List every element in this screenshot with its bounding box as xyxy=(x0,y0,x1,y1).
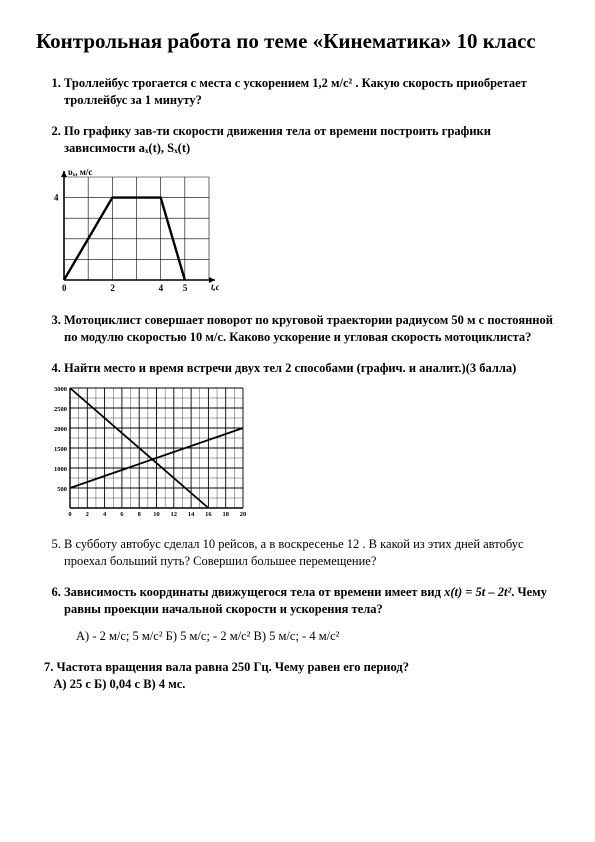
svg-text:500: 500 xyxy=(57,486,67,493)
q7-options: А) 25 с Б) 0,04 с В) 4 мс. xyxy=(44,676,559,693)
svg-text:1000: 1000 xyxy=(54,466,67,473)
svg-text:12: 12 xyxy=(171,511,178,518)
svg-text:3000: 3000 xyxy=(54,386,67,393)
question-2: По графику зав-ти скорости движения тела… xyxy=(64,123,559,298)
q6-text-a: Зависимость координаты движущегося тела … xyxy=(64,585,444,599)
question-7: 7. Частота вращения вала равна 250 Гц. Ч… xyxy=(44,659,559,676)
svg-text:2500: 2500 xyxy=(54,406,67,413)
svg-text:5: 5 xyxy=(183,283,188,293)
q3-text: Мотоциклист совершает поворот по кругово… xyxy=(64,313,553,344)
svg-text:10: 10 xyxy=(153,511,160,518)
question-1: Троллейбус трогается с места с ускорение… xyxy=(64,75,559,109)
question-6: Зависимость координаты движущегося тела … xyxy=(64,584,559,645)
svg-text:4: 4 xyxy=(159,283,164,293)
question-list: Троллейбус трогается с места с ускорение… xyxy=(36,75,559,645)
svg-text:1500: 1500 xyxy=(54,446,67,453)
svg-text:2: 2 xyxy=(86,511,89,518)
svg-text:14: 14 xyxy=(188,511,195,518)
svg-text:4: 4 xyxy=(54,192,59,202)
svg-text:8: 8 xyxy=(138,511,142,518)
q6-options: А) - 2 м/с; 5 м/с² Б) 5 м/с; - 2 м/с² В)… xyxy=(76,628,559,645)
position-time-chart: 500 1000 1500 2000 2500 3000 0 2 4 6 8 10 12 14 16 18 20 xyxy=(44,382,249,522)
q5-text: В субботу автобус сделал 10 рейсов, а в … xyxy=(64,537,524,568)
svg-text:20: 20 xyxy=(240,511,247,518)
svg-text:6: 6 xyxy=(120,511,124,518)
svg-text:4: 4 xyxy=(103,511,107,518)
svg-text:2000: 2000 xyxy=(54,426,67,433)
q1-text: Троллейбус трогается с места с ускорение… xyxy=(64,76,527,107)
svg-text:2: 2 xyxy=(110,283,115,293)
svg-text:υₓ, м/с: υₓ, м/с xyxy=(68,167,92,177)
velocity-time-chart: υₓ, м/с t,c 4 0 2 4 5 xyxy=(44,163,219,298)
question-5: В субботу автобус сделал 10 рейсов, а в … xyxy=(64,536,559,570)
q2-text: По графику зав-ти скорости движения тела… xyxy=(64,124,491,155)
svg-text:0: 0 xyxy=(62,283,67,293)
svg-text:t,c: t,c xyxy=(211,282,219,292)
page-title: Контрольная работа по теме «Кинематика» … xyxy=(36,28,559,55)
question-4: Найти место и время встречи двух тел 2 с… xyxy=(64,360,559,523)
svg-text:18: 18 xyxy=(222,511,229,518)
svg-text:0: 0 xyxy=(68,511,71,518)
q6-formula: x(t) = 5t – 2t² xyxy=(444,585,511,599)
question-3: Мотоциклист совершает поворот по кругово… xyxy=(64,312,559,346)
q4-text: Найти место и время встречи двух тел 2 с… xyxy=(64,361,516,375)
svg-text:16: 16 xyxy=(205,511,212,518)
